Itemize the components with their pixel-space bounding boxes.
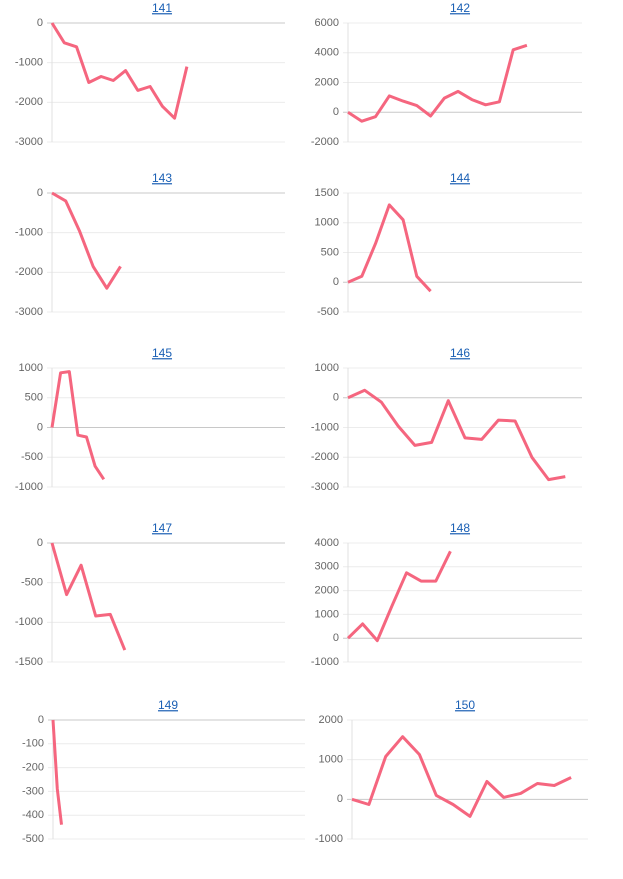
chart-title[interactable]: 144 (450, 171, 470, 185)
data-line (50, 370, 106, 481)
y-tick-label: -100 (22, 738, 44, 750)
y-tick-label: -2000 (311, 136, 339, 148)
y-tick-label: 0 (38, 714, 44, 726)
y-tick-label: -2000 (311, 451, 339, 463)
y-tick-label: -400 (22, 809, 44, 821)
y-tick-label: 0 (37, 187, 43, 199)
chart-title[interactable]: 143 (152, 171, 172, 185)
y-tick-label: -1000 (15, 481, 43, 493)
y-tick-label: 1000 (315, 362, 339, 374)
chart-title[interactable]: 150 (455, 698, 475, 712)
data-line (50, 22, 189, 120)
data-line (347, 43, 528, 123)
y-tick-label: 1000 (19, 362, 43, 374)
y-tick-label: 2000 (315, 76, 339, 88)
y-tick-label: 500 (321, 246, 339, 258)
y-tick-label: 0 (337, 793, 343, 805)
y-tick-label: -2000 (15, 266, 43, 278)
chart-title[interactable]: 142 (450, 1, 470, 15)
y-tick-label: -1000 (15, 616, 43, 628)
y-tick-label: -1000 (311, 421, 339, 433)
data-line (347, 388, 566, 482)
y-tick-label: 2000 (319, 714, 343, 726)
y-tick-label: 0 (333, 392, 339, 404)
y-tick-label: 0 (333, 106, 339, 118)
chart-title[interactable]: 147 (152, 521, 172, 535)
y-tick-label: -500 (21, 577, 43, 589)
y-tick-label: 1000 (315, 608, 339, 620)
y-tick-label: 500 (25, 392, 43, 404)
y-tick-label: -200 (22, 762, 44, 774)
y-tick-label: 1500 (315, 187, 339, 199)
y-tick-label: 4000 (315, 47, 339, 59)
chart-title[interactable]: 141 (152, 1, 172, 15)
chart-title[interactable]: 146 (450, 346, 470, 360)
y-tick-label: 1000 (315, 217, 339, 229)
chart-title[interactable]: 145 (152, 346, 172, 360)
y-tick-label: 3000 (315, 561, 339, 573)
y-tick-label: -500 (317, 306, 339, 318)
y-tick-label: 0 (333, 276, 339, 288)
y-tick-label: 0 (37, 17, 43, 29)
data-line (347, 203, 432, 293)
y-tick-label: -300 (22, 785, 44, 797)
y-tick-label: -500 (22, 833, 44, 845)
data-line (51, 719, 63, 825)
y-tick-label: 6000 (315, 17, 339, 29)
data-line (50, 542, 127, 651)
y-tick-label: 2000 (315, 585, 339, 597)
data-line (351, 735, 572, 818)
data-line (51, 191, 122, 290)
y-tick-label: -1000 (315, 833, 343, 845)
y-tick-label: -2000 (15, 96, 43, 108)
y-tick-label: -3000 (311, 481, 339, 493)
y-tick-label: -3000 (15, 306, 43, 318)
y-tick-label: 0 (333, 632, 339, 644)
data-line (346, 550, 452, 643)
chart-title[interactable]: 149 (158, 698, 178, 712)
chart-title[interactable]: 148 (450, 521, 470, 535)
y-tick-label: 1000 (319, 754, 343, 766)
y-tick-label: -1500 (15, 656, 43, 668)
y-tick-label: 0 (37, 537, 43, 549)
y-tick-label: 4000 (315, 537, 339, 549)
y-tick-label: -1000 (15, 227, 43, 239)
y-tick-label: -1000 (311, 656, 339, 668)
y-tick-label: 0 (37, 421, 43, 433)
y-tick-label: -1000 (15, 57, 43, 69)
y-tick-label: -3000 (15, 136, 43, 148)
y-tick-label: -500 (21, 451, 43, 463)
